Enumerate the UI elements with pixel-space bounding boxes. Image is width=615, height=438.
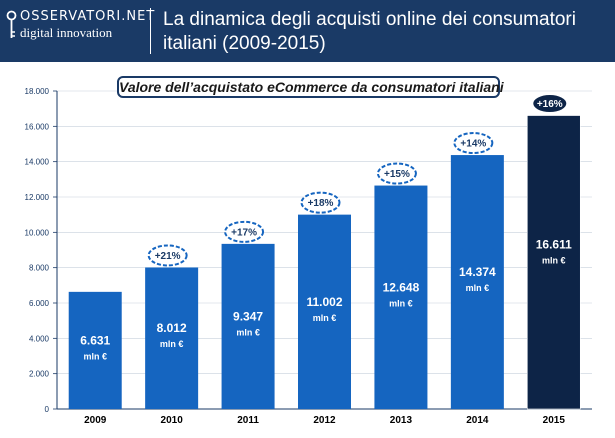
growth-label: +16% (537, 99, 563, 110)
bar-value-label: 11.002 (306, 295, 342, 309)
bar-2015 (526, 115, 581, 410)
bar-2014 (450, 155, 504, 409)
bar-2011 (221, 243, 275, 409)
growth-label: +21% (155, 251, 181, 262)
growth-label: +17% (231, 227, 257, 238)
bar-value-label: 8.012 (157, 321, 187, 335)
bar-unit-label: mln € (236, 327, 260, 337)
growth-badge (376, 162, 417, 185)
y-tick-label: 12.000 (25, 193, 50, 202)
logo-brand-text: OSSERVATORI.NET (20, 9, 156, 24)
x-tick-label: 2013 (390, 415, 413, 426)
page-title: La dinamica degli acquisti online dei co… (163, 9, 576, 54)
bars (68, 115, 581, 410)
x-tick-label: 2010 (161, 415, 184, 426)
x-tick-label: 2012 (313, 415, 336, 426)
growth-badge (224, 220, 265, 243)
x-tick-label: 2011 (237, 415, 259, 426)
bar-unit-label: mln € (542, 255, 566, 265)
bar-2012 (298, 214, 351, 409)
growth-label: +14% (460, 139, 486, 150)
logo-tagline-text: digital innovation (20, 25, 113, 40)
y-tick-label: 4.000 (29, 334, 50, 343)
bar-value-label: 9.347 (233, 309, 263, 323)
growth-badge (147, 244, 188, 267)
bar-unit-label: mln € (389, 298, 413, 308)
y-tick-label: 0 (45, 405, 50, 414)
growth-badge (532, 94, 568, 114)
bar-2013 (374, 185, 428, 409)
bar-value-label: 6.631 (80, 333, 110, 347)
bar-unit-label: mln € (83, 351, 107, 361)
x-tick-label: 2009 (84, 415, 107, 426)
growth-label: +15% (384, 169, 410, 180)
x-tick-label: 2015 (543, 415, 566, 426)
growth-badge (300, 191, 341, 214)
growth-label: +18% (308, 198, 334, 209)
y-tick-label: 8.000 (29, 264, 50, 273)
labels: 6.631 mln € 2009 8.012 mln € 2010 +21% 9.347 mln… (80, 94, 572, 426)
growth-badge (453, 132, 494, 155)
osservatori-logo[interactable]: OSSERVATORI.NET digital innovation (6, 8, 154, 54)
chart-title: Valore dell’acquistato eCommerce da cons… (117, 76, 504, 98)
key-icon (6, 10, 17, 38)
header-bar: OSSERVATORI.NET digital innovation La di… (0, 0, 615, 62)
bar-unit-label: mln € (160, 339, 184, 349)
bar-value-label: 14.374 (459, 265, 496, 279)
bar-unit-label: mln € (313, 313, 337, 323)
x-tick-label: 2014 (466, 415, 489, 426)
bar-value-label: 16.611 (536, 237, 572, 251)
y-tick-label: 10.000 (25, 228, 50, 237)
bar-unit-label: mln € (466, 283, 490, 293)
y-tick-label: 18.000 (25, 87, 50, 96)
bar-value-label: 12.648 (383, 280, 420, 294)
bar-2009 (68, 291, 122, 409)
y-tick-label: 16.000 (25, 122, 50, 131)
bar-2010 (145, 267, 199, 409)
y-tick-label: 2.000 (29, 370, 50, 379)
y-tick-label: 6.000 (29, 299, 50, 308)
header-divider (150, 8, 151, 54)
y-tick-label: 14.000 (25, 158, 50, 167)
